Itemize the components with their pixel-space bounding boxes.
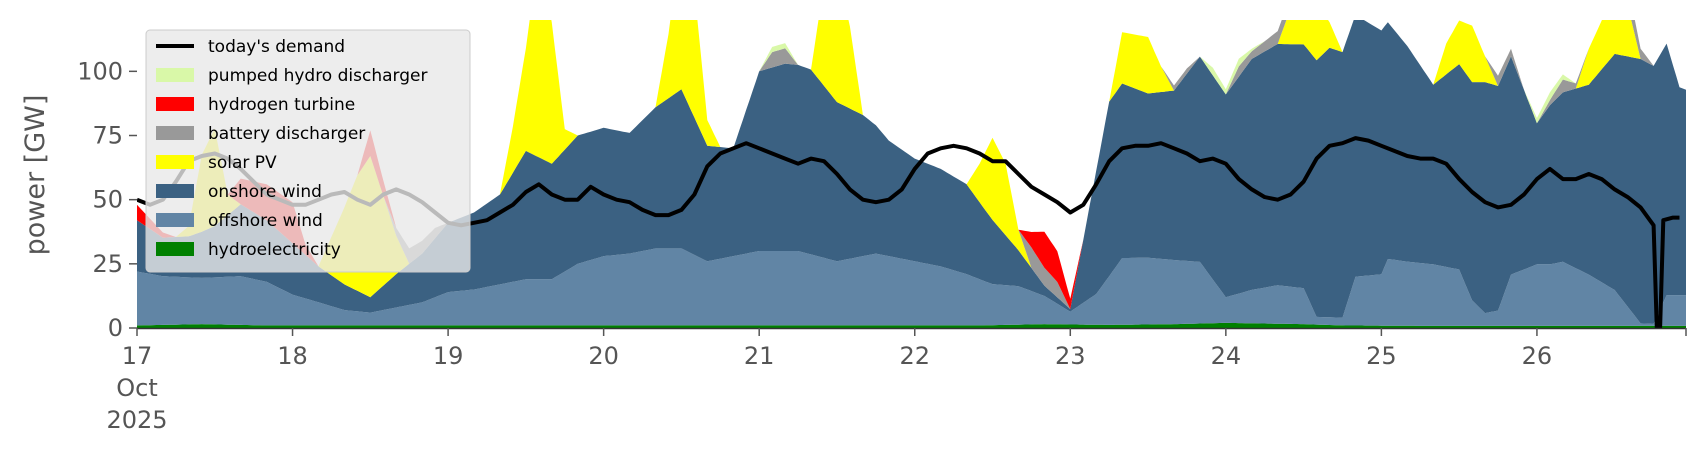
x-tick-label: 24: [1211, 342, 1242, 370]
legend-label: today's demand: [208, 37, 345, 57]
legend-box: [145, 29, 471, 273]
x-tick-label: 25: [1366, 342, 1397, 370]
legend-label: onshore wind: [208, 182, 322, 202]
x-tick-label: 23: [1055, 342, 1086, 370]
legend-swatch: [156, 184, 194, 198]
legend-swatch: [156, 97, 194, 111]
legend-swatch: [156, 68, 194, 82]
x-tick-label: Oct: [116, 374, 158, 402]
y-tick-label: 100: [77, 57, 123, 85]
x-tick-label: 22: [899, 342, 930, 370]
y-axis-label: power [GW]: [20, 95, 51, 256]
legend-swatch: [156, 213, 194, 227]
legend-swatch: [156, 242, 194, 256]
x-tick-label: 2025: [106, 406, 167, 434]
x-tick-label: 19: [433, 342, 464, 370]
y-tick-label: 75: [92, 122, 123, 150]
legend-label: hydroelectricity: [208, 240, 341, 260]
area-hydroelectricity: [137, 322, 1686, 328]
y-tick-label: 25: [92, 250, 123, 278]
x-tick-label: 20: [588, 342, 619, 370]
legend-label: hydrogen turbine: [208, 95, 355, 115]
area-offshore-wind: [137, 248, 1686, 326]
legend: today's demand pumped hydro discharger hyd…: [145, 29, 471, 273]
legend-swatch: [156, 126, 194, 140]
x-tick-label: 18: [277, 342, 308, 370]
legend-swatch: [156, 155, 194, 169]
legend-label: offshore wind: [208, 211, 323, 231]
x-tick-label: 17: [122, 342, 153, 370]
y-tick-label: 0: [108, 314, 123, 342]
x-tick-label: 21: [744, 342, 775, 370]
legend-label: pumped hydro discharger: [208, 66, 427, 86]
y-tick-label: 50: [92, 186, 123, 214]
axes: 0 25 50 75 100 17 Oct 2025 18 19 20 21 22 23 24 25 26: [77, 57, 1687, 434]
area-solar-pv: [137, 20, 1686, 310]
legend-label: battery discharger: [208, 124, 365, 144]
legend-label: solar PV: [208, 153, 277, 173]
x-tick-label: 26: [1522, 342, 1553, 370]
